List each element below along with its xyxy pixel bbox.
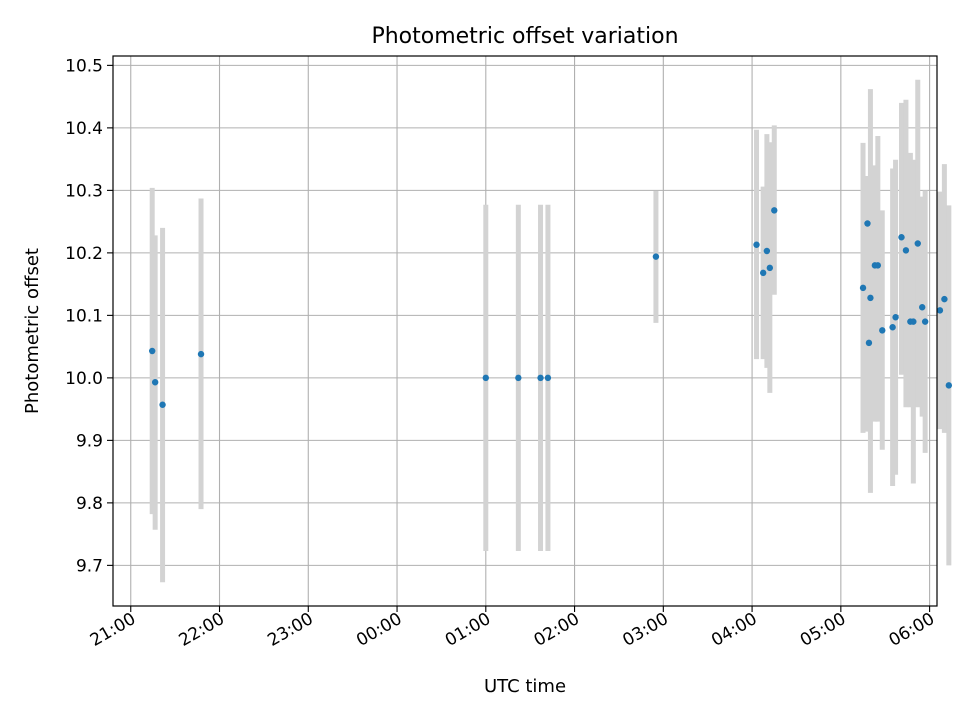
- data-point: [867, 294, 874, 302]
- data-point: [766, 264, 774, 272]
- data-point: [859, 284, 867, 292]
- data-point: [151, 379, 159, 386]
- data-point: [902, 247, 910, 254]
- data-point: [919, 304, 926, 311]
- data-point: [515, 374, 522, 382]
- data-point: [889, 324, 896, 331]
- x-axis-label: UTC time: [484, 676, 566, 697]
- data-point: [864, 220, 871, 227]
- y-tick-label: 9.8: [76, 494, 103, 514]
- y-tick-label: 10.4: [65, 119, 103, 139]
- data-point: [936, 307, 944, 314]
- plot-frame: [112, 55, 938, 607]
- data-point: [898, 234, 905, 241]
- data-point: [771, 207, 778, 214]
- data-point: [874, 262, 882, 269]
- grid: [113, 56, 937, 606]
- data-point: [544, 374, 552, 382]
- data-point: [910, 318, 917, 325]
- data-point: [149, 347, 156, 355]
- y-tick-label: 10.1: [65, 306, 103, 326]
- data-point: [914, 240, 921, 247]
- y-tick-label: 10.3: [65, 181, 103, 201]
- data-point: [879, 327, 886, 334]
- data-point: [537, 374, 544, 382]
- data-point: [921, 318, 929, 325]
- y-tick-label: 9.7: [76, 556, 103, 576]
- data-point: [753, 241, 760, 248]
- data-point: [652, 253, 660, 260]
- y-tick-label: 10.0: [65, 369, 103, 389]
- plot-area: [113, 56, 937, 606]
- data-point: [759, 269, 767, 277]
- data-point: [865, 339, 873, 347]
- data-point: [892, 314, 899, 321]
- data-point: [482, 374, 489, 382]
- data-point: [763, 247, 771, 255]
- y-tick-label: 9.9: [76, 431, 103, 451]
- data-points: [149, 207, 953, 408]
- data-point: [945, 382, 953, 389]
- chart-title: Photometric offset variation: [371, 24, 678, 49]
- data-point: [159, 401, 166, 408]
- data-point: [941, 295, 948, 303]
- y-axis-label: Photometric offset: [22, 248, 43, 414]
- data-point: [197, 350, 205, 358]
- y-tick-label: 10.5: [65, 56, 103, 76]
- y-tick-label: 10.2: [65, 244, 103, 264]
